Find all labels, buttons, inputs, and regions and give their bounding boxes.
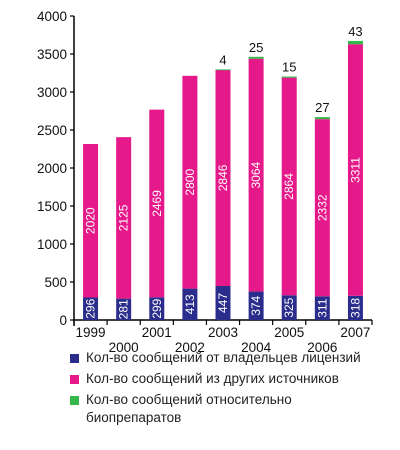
bar-2004-series-0 [248, 291, 264, 320]
bar-label-2007-other-sources: 3311 [348, 157, 362, 183]
x-tick-label-2004: 2004 [241, 340, 272, 355]
bar-label-2002-other-sources: 2800 [183, 169, 197, 196]
bar-label-2004-other-sources: 3064 [249, 161, 263, 188]
bar-2007-series-1 [347, 44, 363, 296]
bar-2005-series-2 [281, 76, 297, 78]
bar-top-label-2003: 4 [219, 52, 226, 67]
bar-2005-series-0 [281, 295, 297, 320]
bar-label-2002-licensees: 413 [183, 294, 197, 314]
bar-top-label-2007: 43 [348, 24, 362, 39]
x-tick-label-2005: 2005 [274, 325, 304, 340]
x-tick-label-2000: 2000 [109, 340, 139, 355]
bar-2000-series-0 [116, 298, 132, 320]
legend-swatch-biologics [70, 396, 79, 405]
bar-top-label-2004: 25 [249, 40, 263, 55]
x-tick-label-2002: 2002 [175, 340, 205, 355]
legend: Кол-во сообщений от владельцев лицензий … [70, 349, 390, 430]
bar-label-2005-other-sources: 2864 [282, 173, 296, 200]
y-tick-label-2000: 2000 [37, 161, 67, 176]
bar-2004-series-2 [248, 56, 264, 59]
y-tick-label-500: 500 [44, 275, 67, 290]
bar-label-2001-licensees: 299 [150, 298, 164, 318]
y-tick-label-3500: 3500 [37, 47, 67, 62]
bar-2002-series-0 [182, 288, 198, 320]
legend-swatch-licensees [70, 354, 79, 363]
y-tick-label-4000: 4000 [37, 9, 67, 24]
bar-2003-series-1 [215, 69, 231, 287]
bar-top-label-2006: 27 [315, 100, 329, 115]
bar-1999-series-1 [83, 143, 99, 298]
y-tick-label-1500: 1500 [37, 199, 67, 214]
bar-label-2006-licensees: 311 [315, 298, 329, 317]
bar-top-label-2005: 15 [282, 59, 296, 74]
bar-2005-series-1 [281, 77, 297, 296]
y-tick-label-1000: 1000 [37, 237, 67, 252]
x-tick-label-2003: 2003 [208, 325, 238, 340]
bar-label-1999-other-sources: 2020 [84, 207, 98, 234]
y-tick-label-3000: 3000 [37, 85, 67, 100]
bar-2003-series-0 [215, 286, 231, 320]
legend-label-licensees: Кол-во сообщений от владельцев лицензий [86, 350, 361, 365]
bar-2002-series-1 [182, 75, 198, 289]
bar-1999-series-0 [83, 297, 99, 320]
bar-2001-series-0 [149, 297, 165, 320]
legend-swatch-other-sources [70, 375, 79, 384]
legend-label-biologics: Кол-во сообщений относительно биопрепара… [86, 392, 292, 425]
bar-2001-series-1 [149, 109, 165, 298]
legend-item-biologics: Кол-во сообщений относительно биопрепара… [70, 391, 390, 427]
legend-item-licensees: Кол-во сообщений от владельцев лицензий [70, 349, 390, 367]
x-tick-label-2001: 2001 [142, 325, 172, 340]
bar-label-2007-licensees: 318 [348, 298, 362, 318]
bar-2006-series-1 [314, 119, 330, 297]
bar-label-2000-other-sources: 2125 [117, 204, 131, 231]
bar-2007-series-0 [347, 295, 363, 320]
bar-label-2001-other-sources: 2469 [150, 190, 164, 217]
bar-label-2004-licensees: 374 [249, 295, 263, 315]
legend-label-other-sources: Кол-во сообщений из других источников [86, 371, 339, 386]
bar-2003-series-2 [215, 69, 231, 71]
bar-label-2005-licensees: 325 [282, 297, 296, 317]
bar-label-1999-licensees: 296 [84, 298, 98, 318]
bar-label-2003-licensees: 447 [216, 293, 230, 313]
bar-label-2006-other-sources: 2332 [315, 194, 329, 221]
y-tick-label-2500: 2500 [37, 123, 67, 138]
bar-2007-series-2 [347, 40, 363, 45]
bar-2006-series-2 [314, 117, 330, 120]
x-tick-label-2007: 2007 [340, 325, 370, 340]
bar-label-2000-licensees: 281 [117, 299, 131, 319]
legend-item-other-sources: Кол-во сообщений из других источников [70, 370, 390, 388]
y-tick-label-0: 0 [59, 313, 67, 328]
x-tick-label-1999: 1999 [76, 325, 106, 340]
bar-2006-series-0 [314, 296, 330, 320]
bar-2000-series-1 [116, 137, 132, 299]
bar-label-2003-other-sources: 2846 [216, 164, 230, 191]
x-tick-label-2006: 2006 [307, 340, 337, 355]
bar-2004-series-1 [248, 58, 264, 292]
